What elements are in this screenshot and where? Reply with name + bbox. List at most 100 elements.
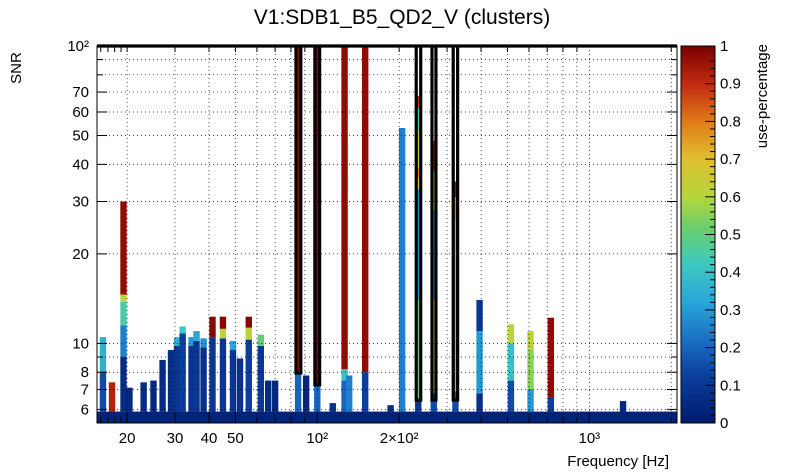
heatmap-cell: [527, 389, 534, 412]
heatmap-cell: [150, 380, 157, 412]
heatmap-cell: [527, 350, 534, 390]
plot-area: [96, 44, 678, 424]
heatmap-cell: [452, 181, 459, 198]
heatmap-cell: [415, 95, 422, 108]
heatmap-cell: [415, 399, 422, 412]
x-axis-label: Frequency [Hz]: [567, 453, 669, 470]
heatmap-cell: [126, 387, 133, 412]
heatmap-cell: [430, 140, 437, 171]
heatmap-cell: [229, 340, 237, 351]
heatmap-cell: [294, 373, 302, 412]
heatmap-cell: [341, 369, 348, 381]
x-tick-label: 50: [227, 430, 244, 447]
heatmap-cell: [476, 393, 483, 412]
heatmap-cell: [120, 357, 127, 412]
heatmap-cell: [120, 201, 127, 295]
grid-lines: [97, 46, 677, 423]
heatmap-cell: [120, 294, 127, 302]
heatmap-cell: [245, 327, 252, 340]
heatmap-cell: [415, 177, 422, 190]
color-scale-tick-label: 0.2: [720, 340, 741, 357]
heatmap-cell: [314, 46, 321, 386]
heatmap-cell: [547, 317, 555, 366]
y-tick-label: 30: [72, 194, 89, 211]
heatmap-cell: [264, 380, 272, 412]
heatmap-cell: [209, 337, 216, 412]
cluster-outline: [451, 46, 460, 402]
heatmap-cell: [193, 331, 200, 341]
heatmap-cell: [398, 128, 406, 412]
heatmap-cell: [329, 403, 336, 412]
y-tick-label: 6: [81, 401, 89, 418]
color-scale-label: use-percentage: [754, 44, 771, 148]
heatmap-cell: [430, 170, 437, 211]
color-scale: 0 0.1 0.2 0.3 0.4 0.5 0.6 0.7 0.8 0.9 1: [680, 38, 741, 432]
heatmap-cell: [188, 337, 195, 347]
cluster-outline: [414, 46, 423, 402]
heatmap-cell: [415, 130, 422, 168]
heatmap-cell: [507, 343, 515, 381]
heatmap-cell: [99, 337, 107, 373]
heatmap-cell: [173, 346, 181, 412]
y-tick-label: 8: [81, 364, 89, 381]
heatmap-cell: [236, 358, 244, 412]
heatmap-cell: [257, 334, 264, 347]
heatmap-cell: [245, 316, 252, 328]
x-tick-label: 10²: [306, 430, 328, 447]
heatmap-cell: [387, 405, 394, 412]
heatmap-cell: [120, 325, 127, 358]
heatmap-cell: [179, 326, 186, 334]
y-tick-label: 50: [72, 128, 89, 145]
x-tick-label: 10³: [578, 430, 600, 447]
y-axis-label: SNR: [8, 52, 25, 84]
heatmap-cell: [452, 197, 459, 220]
heatmap-cell: [179, 333, 186, 412]
heatmap-cell: [430, 393, 437, 412]
x-tick-label: 40: [201, 430, 218, 447]
background-cell-row: [97, 411, 677, 423]
color-scale-tick-label: 0.4: [720, 264, 741, 281]
heatmap-cell: [361, 46, 369, 373]
heatmap-cell: [341, 46, 348, 370]
color-scale-tick-label: 0.9: [720, 76, 741, 93]
heatmap-cell: [173, 337, 181, 347]
heatmap-cell: [159, 359, 166, 412]
y-tick-label: 40: [72, 156, 89, 173]
cluster-outline: [430, 46, 438, 402]
y-tick-label: 70: [72, 84, 89, 101]
heatmap-cell: [140, 382, 147, 412]
x-tick-label: 30: [167, 430, 184, 447]
color-scale-tick-label: 1: [720, 38, 728, 55]
heatmap-cell: [507, 380, 515, 412]
heatmap-cell: [229, 350, 237, 412]
heatmap-cell: [415, 299, 422, 400]
heatmap-cell: [257, 346, 264, 412]
heatmap-cell: [547, 397, 555, 412]
heatmap-cell: [108, 382, 116, 412]
chart-title: V1:SDB1_B5_QD2_V (clusters): [254, 6, 550, 29]
heatmap-cell: [120, 301, 127, 326]
y-tick-label: 20: [72, 246, 89, 263]
heatmap-cell: [167, 350, 175, 412]
y-tick-label: 10²: [67, 38, 89, 55]
color-scale-tick-label: 0: [720, 415, 728, 432]
color-scale-tick-label: 0.6: [720, 189, 741, 206]
heatmap-cell: [302, 375, 310, 412]
heatmap-cell: [476, 299, 483, 332]
x-tick-label: 2×10²: [380, 430, 419, 447]
color-scale-bar: [680, 45, 716, 424]
heatmap-cell: [219, 328, 227, 339]
x-tick-label: 20: [119, 430, 136, 447]
heatmap-cell: [271, 380, 279, 412]
heatmap-cell: [547, 365, 555, 398]
y-tick-label: 60: [72, 104, 89, 121]
heatmap-cell: [361, 372, 369, 412]
heatmap-cell: [99, 372, 107, 412]
heatmap-cell: [200, 347, 207, 412]
heatmap-cell: [245, 339, 252, 412]
heatmap-cell: [619, 401, 627, 412]
heatmap-cell: [415, 189, 422, 300]
heatmap-cell: [527, 331, 534, 351]
